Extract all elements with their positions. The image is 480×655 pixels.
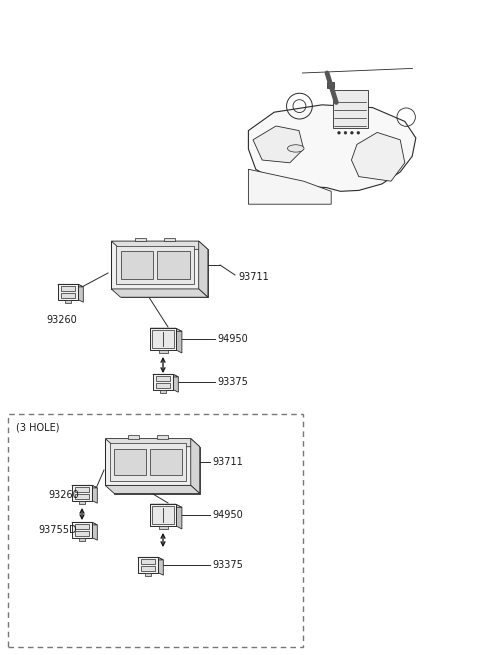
Polygon shape (199, 241, 208, 297)
Text: 93755D: 93755D (38, 525, 77, 535)
Polygon shape (138, 557, 163, 560)
Bar (61, 293, 75, 298)
Bar (150, 449, 182, 476)
Bar (135, 238, 146, 241)
Polygon shape (176, 328, 182, 353)
Circle shape (357, 132, 360, 134)
Bar (164, 238, 175, 241)
Bar (61, 286, 75, 291)
Bar (105, 439, 191, 485)
Bar (159, 390, 167, 393)
Bar (153, 506, 174, 524)
Ellipse shape (288, 145, 304, 152)
Bar (141, 566, 155, 571)
Polygon shape (173, 375, 178, 392)
Polygon shape (150, 328, 182, 331)
Polygon shape (111, 241, 208, 250)
Bar (157, 436, 168, 439)
Polygon shape (92, 485, 97, 503)
Polygon shape (58, 284, 84, 287)
Text: (3 HOLE): (3 HOLE) (16, 422, 60, 432)
Bar (79, 500, 85, 504)
Bar (333, 90, 368, 128)
Polygon shape (158, 557, 163, 575)
Text: 94950: 94950 (217, 334, 248, 344)
Polygon shape (111, 289, 208, 297)
Bar (72, 485, 92, 500)
Circle shape (350, 132, 353, 134)
Text: 93260: 93260 (48, 490, 79, 500)
Bar (75, 531, 89, 536)
Polygon shape (153, 375, 178, 377)
Polygon shape (253, 126, 304, 163)
Bar (144, 572, 151, 576)
Bar (156, 376, 170, 381)
Bar (111, 241, 199, 289)
Text: 93711: 93711 (212, 457, 243, 467)
Polygon shape (249, 105, 416, 191)
Text: 94950: 94950 (212, 510, 243, 520)
Polygon shape (105, 485, 200, 493)
Polygon shape (92, 522, 97, 540)
Polygon shape (191, 439, 200, 493)
Bar (150, 504, 176, 526)
Polygon shape (72, 485, 97, 488)
Circle shape (337, 132, 340, 134)
Bar (72, 522, 92, 538)
Text: 93260: 93260 (46, 315, 77, 325)
Bar (75, 524, 89, 529)
Polygon shape (105, 439, 200, 447)
Polygon shape (72, 522, 97, 525)
Bar (128, 436, 139, 439)
Polygon shape (78, 284, 84, 302)
Bar (153, 330, 174, 348)
Bar (150, 328, 176, 350)
Bar (141, 559, 155, 564)
Bar (110, 443, 186, 481)
Bar (138, 557, 158, 572)
Bar (114, 449, 146, 476)
Polygon shape (150, 504, 182, 508)
Bar (153, 375, 173, 390)
Bar (75, 494, 89, 499)
Bar (120, 252, 153, 279)
Text: 93375: 93375 (217, 377, 248, 387)
Bar (116, 246, 194, 284)
Polygon shape (176, 504, 182, 529)
Bar (158, 526, 168, 529)
Text: 93711: 93711 (238, 272, 269, 282)
Bar (156, 383, 170, 388)
Bar (58, 284, 78, 299)
Bar (79, 538, 85, 541)
Bar (75, 487, 89, 493)
Circle shape (344, 132, 347, 134)
Polygon shape (351, 132, 405, 181)
Bar (157, 252, 190, 279)
Polygon shape (120, 250, 208, 297)
Bar (158, 350, 168, 354)
Polygon shape (114, 447, 200, 493)
Polygon shape (249, 169, 331, 204)
Bar (65, 299, 72, 303)
Text: 93375: 93375 (212, 560, 243, 570)
Bar (327, 82, 335, 88)
